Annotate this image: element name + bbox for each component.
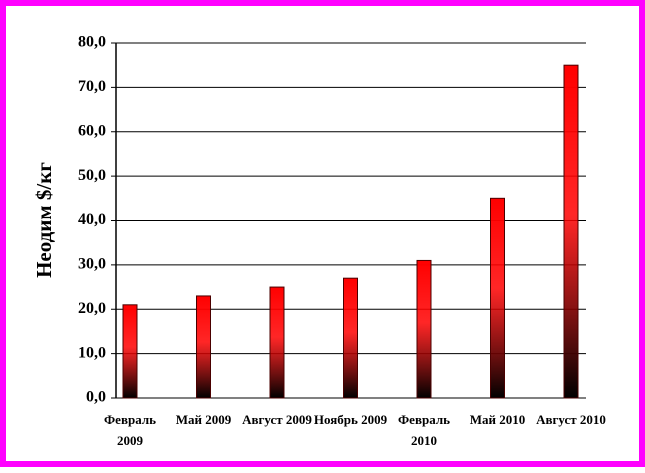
chart: Неодим $/кг 0,0 10,0 20,0 30,0 40,0 50,0 60,0 7… <box>32 34 586 406</box>
x-tick-label: Ноябрь 2009 <box>313 412 388 427</box>
x-tick-label: Август 2009 <box>242 412 312 427</box>
x-tick-label: Февраль 2010 <box>398 412 450 448</box>
y-tick-label: 80,0 <box>78 34 106 51</box>
y-tick-label: 50,0 <box>78 167 106 184</box>
y-tick-label: 0,0 <box>86 389 106 406</box>
y-tick-label: 20,0 <box>78 300 106 317</box>
y-axis-label: Неодим $/кг <box>32 162 56 278</box>
x-tick-label: Февраль 2009 <box>104 412 156 448</box>
bar <box>343 277 358 399</box>
bar <box>490 197 505 399</box>
bar <box>269 286 285 399</box>
bar <box>196 295 211 399</box>
bar <box>416 259 432 399</box>
y-tick-label: 70,0 <box>78 78 106 95</box>
x-tick-label: Май 2010 <box>469 412 526 427</box>
x-tick-label: Май 2009 <box>175 412 232 427</box>
y-tick-label: 60,0 <box>78 122 106 139</box>
bar <box>122 304 138 399</box>
y-tick-label: 30,0 <box>78 256 106 273</box>
y-tick-label: 10,0 <box>78 344 106 361</box>
bar <box>563 64 579 399</box>
x-tick-label: Август 2010 <box>536 412 606 427</box>
y-tick-label: 40,0 <box>78 211 106 228</box>
